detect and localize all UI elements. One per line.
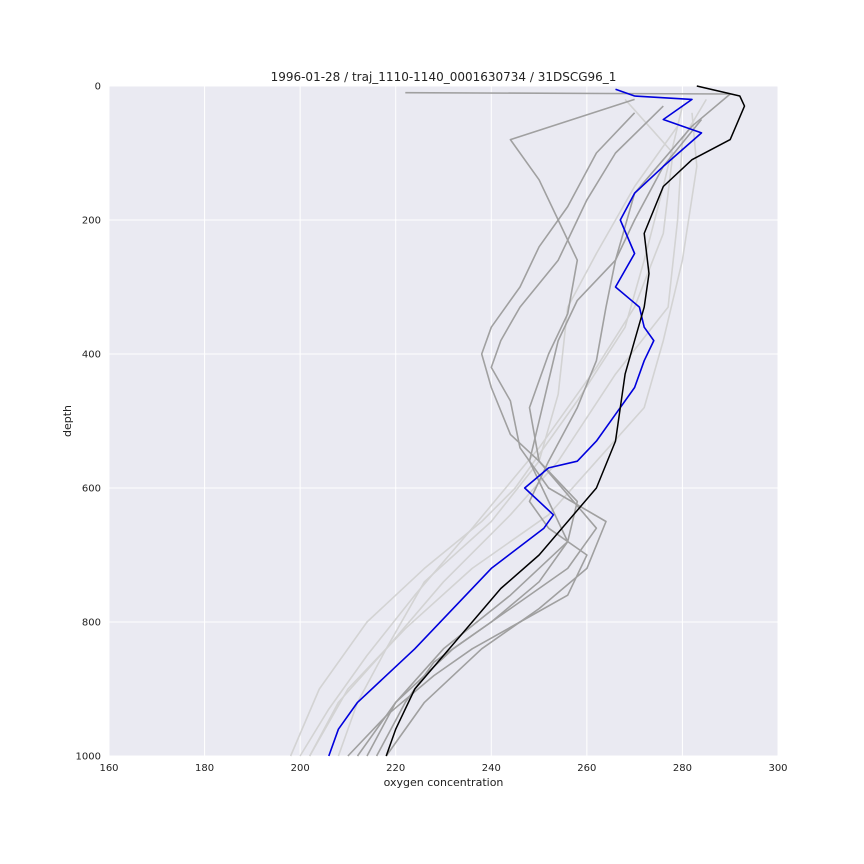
y-tick-label: 1000 <box>76 752 101 763</box>
y-tick-label: 600 <box>82 484 101 495</box>
series-line-light-3 <box>289 105 684 757</box>
x-tick-label: 280 <box>673 763 692 774</box>
x-tick-label: 220 <box>386 763 405 774</box>
series-layer <box>289 85 746 757</box>
x-tick-label: 200 <box>291 763 310 774</box>
series-line-main-11 <box>385 85 746 757</box>
series-line-highlight-10 <box>328 88 703 757</box>
chart-title: 1996-01-28 / traj_1110-1140_0001630734 /… <box>271 70 617 84</box>
x-tick-label: 160 <box>99 763 118 774</box>
x-axis-label: oxygen concentration <box>384 776 504 789</box>
series-line-light-0 <box>299 98 674 757</box>
y-tick-label: 400 <box>82 350 101 361</box>
plot-area <box>109 86 778 756</box>
y-tick-label: 800 <box>82 618 101 629</box>
series-line-mid-8 <box>385 105 664 757</box>
series-line-mid-6 <box>356 112 636 757</box>
x-tick-label: 240 <box>482 763 501 774</box>
x-tick-label: 180 <box>195 763 214 774</box>
x-tick-label: 260 <box>577 763 596 774</box>
x-tick-label: 300 <box>768 763 787 774</box>
grid <box>108 85 779 757</box>
y-axis-ticks: 0 200 400 600 800 1000 <box>76 82 101 763</box>
series-line-light-1 <box>337 98 707 757</box>
y-axis-label: depth <box>61 405 74 437</box>
series-line-mid-9 <box>375 118 703 757</box>
y-tick-label: 0 <box>95 82 101 93</box>
y-tick-label: 200 <box>82 216 101 227</box>
x-axis-ticks: 160 180 200 220 240 260 280 300 <box>99 763 787 774</box>
